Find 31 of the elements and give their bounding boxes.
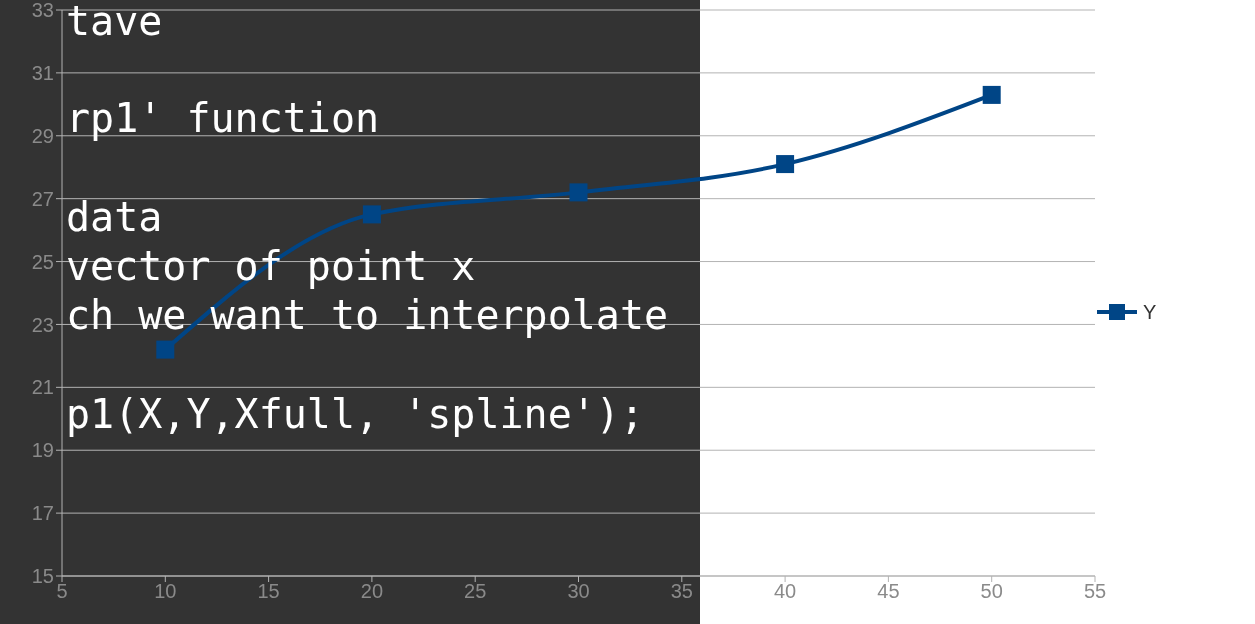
point (982, 85, 1001, 104)
y-tick-label: 33 (31, 0, 54, 22)
x-tick-label: 15 (257, 580, 280, 603)
y-tick-label: 23 (31, 313, 54, 336)
y-tick-label: 19 (31, 439, 54, 462)
point (156, 340, 175, 359)
annotation: rp1' function (66, 94, 380, 142)
x-tick-label: 40 (773, 580, 797, 603)
x-tick-label: 5 (56, 580, 68, 603)
point (569, 183, 588, 202)
x-tick-label: 10 (154, 580, 177, 603)
annotation: tave (66, 0, 163, 45)
y-tick-label: 21 (31, 376, 54, 399)
x-tick-label: 50 (980, 580, 1003, 603)
y-tick-label: 31 (31, 61, 54, 84)
x-tick-label: 30 (567, 580, 590, 603)
y-tick-label: 25 (31, 250, 54, 273)
x-tick-label: 35 (670, 580, 693, 603)
y-tick-label: 27 (31, 187, 54, 210)
y-tick-label: 15 (31, 565, 54, 588)
y-tick-label: 29 (31, 124, 54, 147)
point (362, 205, 381, 224)
x-tick-label: 20 (360, 580, 384, 603)
y-tick-label: 17 (31, 502, 54, 525)
point (776, 155, 795, 174)
annotation: data (66, 193, 163, 241)
x-tick-label: 55 (1083, 580, 1107, 603)
x-tick-label: 45 (877, 580, 900, 603)
legend-label: Y (1143, 300, 1157, 324)
annotation: p1(X,Y,Xfull, 'spline'); (66, 390, 644, 438)
x-tick-label: 25 (464, 580, 487, 603)
